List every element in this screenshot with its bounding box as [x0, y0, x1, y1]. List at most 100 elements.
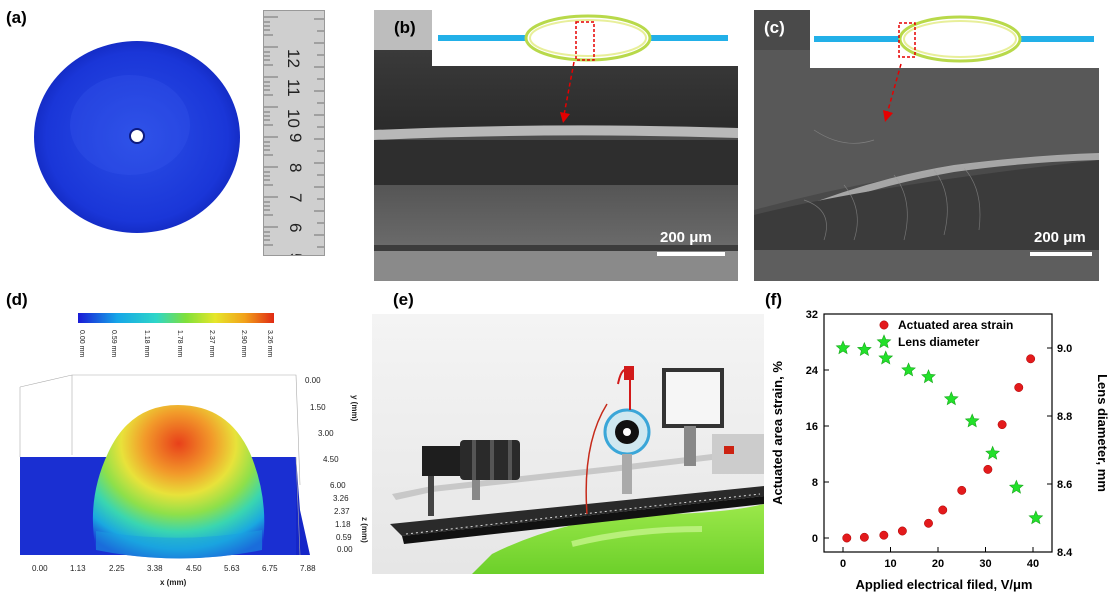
panel-label-a: (a) [6, 8, 27, 27]
y2-tick-label: 8.8 [1057, 411, 1072, 423]
y-tick-label: 16 [806, 421, 818, 433]
y-tick: 4.50 [323, 455, 339, 464]
area-strain-point [859, 532, 869, 542]
x-tick-label: 10 [884, 558, 896, 570]
scale-bar-b [657, 252, 725, 256]
lens-diameter-point [1028, 510, 1044, 525]
schematic-inset-b [432, 10, 738, 66]
x-tick-label: 40 [1027, 558, 1039, 570]
ruler-number: 12 [284, 49, 303, 68]
lens-diameter-point [943, 391, 959, 406]
colorbar-tick: 1.78 mm [176, 330, 183, 357]
lens-diameter-point [901, 362, 916, 377]
lens-diameter-point [856, 341, 872, 356]
area-strain-point [983, 464, 993, 474]
lens-diameter-point [1008, 479, 1024, 494]
x-tick-label: 20 [932, 558, 944, 570]
scale-label-c: 200 μm [1034, 229, 1086, 246]
y-tick: 6.00 [330, 481, 346, 490]
x-axis-label: x (mm) [160, 578, 187, 587]
lens-diameter-point [964, 413, 980, 428]
x-tick: 1.13 [70, 564, 86, 573]
x-tick: 2.25 [109, 564, 125, 573]
colorbar-tick: 3.26 mm [266, 330, 273, 357]
panel-a-photo [34, 41, 240, 233]
lens-diameter-point [835, 340, 851, 355]
light-source [662, 368, 724, 428]
x-axis-label: Applied electrical filed, V/μm [855, 577, 1032, 592]
y-tick-label: 32 [806, 309, 818, 321]
x-tick: 4.50 [186, 564, 202, 573]
x-tick: 3.38 [147, 564, 163, 573]
lens-diameter-point [921, 369, 936, 384]
colorbar-tick: 0.00 mm [78, 330, 85, 357]
dome-surface [92, 405, 265, 559]
ruler-number: 10 [284, 109, 303, 128]
area-strain-point [997, 420, 1007, 430]
area-strain-point [897, 526, 907, 536]
panel-label-d: (d) [6, 290, 28, 309]
y-tick: 0.00 [305, 376, 321, 385]
lens-diameter-point [878, 350, 894, 365]
y-tick: 3.00 [318, 429, 334, 438]
lens-diameter-point [985, 445, 1001, 460]
x-tick: 5.63 [224, 564, 240, 573]
highlight-box [575, 21, 595, 61]
ruler-number: 11 [284, 79, 303, 97]
ruler-number: 9 [286, 133, 305, 142]
ruler: 12 11 10 9 8 7 6 5 [263, 10, 325, 256]
panel-label-f: (f) [765, 290, 782, 309]
panel-label-b: (b) [394, 18, 416, 37]
panel-label-e: (e) [393, 290, 414, 309]
panel-label-c: (c) [764, 18, 785, 37]
optical-rail [390, 486, 764, 536]
ruler-number: 5 [286, 253, 305, 255]
schematic-inset-c [810, 10, 1099, 68]
z-tick: 2.37 [334, 507, 350, 516]
y-axis-label: y (mm) [350, 395, 359, 422]
colorbar-tick: 0.59 mm [110, 330, 117, 357]
x-tick-label: 0 [840, 558, 846, 570]
colorbar-tick: 1.18 mm [143, 330, 150, 357]
plot-frame [823, 313, 1053, 553]
disk-center-hole [129, 128, 145, 144]
legend-marker-strain [879, 320, 889, 330]
y-tick: 1.50 [310, 403, 326, 412]
y2-axis-label: Lens diameter, mm [1095, 374, 1108, 492]
area-strain-point [879, 530, 889, 540]
legend-label-strain: Actuated area strain [898, 318, 1013, 332]
x-tick: 7.88 [300, 564, 316, 573]
ruler-number: 6 [286, 223, 305, 232]
y2-tick-label: 8.4 [1057, 547, 1073, 559]
pointer-arrow [883, 63, 902, 122]
camera-body [422, 446, 460, 476]
area-strain-point [1026, 354, 1036, 364]
y-tick-label: 24 [806, 365, 819, 377]
colorbar-tick: 2.37 mm [208, 330, 215, 357]
z-tick: 0.59 [336, 533, 352, 542]
scale-label-b: 200 μm [660, 229, 712, 246]
area-strain-point [957, 485, 967, 495]
z-tick: 1.18 [335, 520, 351, 529]
panel-b-sem: (b) 200 μm [374, 10, 738, 281]
y-axis-label: Actuated area strain, % [770, 361, 785, 505]
area-strain-point [1014, 383, 1024, 392]
z-tick: 0.00 [337, 545, 353, 554]
panel-d-profile: 0.00 mm 0.59 mm 1.18 mm 1.78 mm 2.37 mm … [19, 313, 369, 587]
x-tick-label: 30 [979, 558, 991, 570]
colorbar-tick: 2.90 mm [240, 330, 247, 357]
area-strain-point [924, 518, 933, 528]
y-tick-label: 8 [812, 477, 818, 489]
panel-e-setup-photo [372, 314, 764, 574]
y2-tick-label: 9.0 [1057, 343, 1072, 355]
area-strain-point [938, 505, 948, 515]
highlight-box [898, 22, 916, 58]
panel-c-sem: (c) 200 μm [754, 10, 1099, 281]
y-tick-label: 0 [812, 533, 818, 545]
panel-f-chart: 0 10 20 30 40 0 8 16 24 32 8.4 8.6 8.8 9.0 Applied ele… [770, 309, 1108, 592]
ruler-number: 8 [286, 163, 305, 172]
scale-bar-c [1030, 252, 1092, 256]
z-axis-label: z (mm) [360, 517, 369, 543]
legend-label-diameter: Lens diameter [898, 335, 980, 349]
y2-tick-label: 8.6 [1057, 479, 1072, 491]
